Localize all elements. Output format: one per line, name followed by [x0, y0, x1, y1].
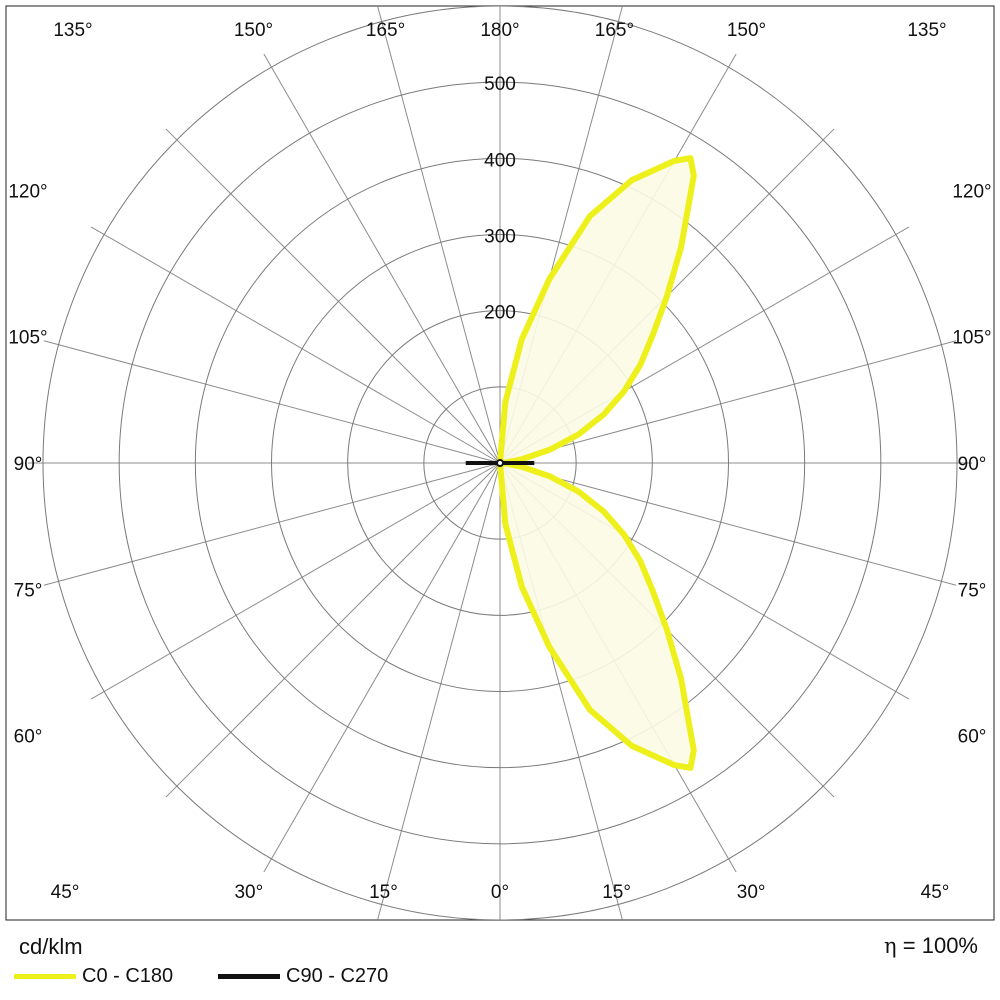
legend-swatch-c0-c180	[14, 973, 76, 979]
efficiency-symbol: η	[884, 934, 897, 958]
grid-circle	[118, 81, 882, 845]
angle-label: 135°	[53, 20, 92, 41]
legend-item-c90-c270: C90 - C270	[218, 963, 388, 989]
spoke-line	[90, 462, 501, 700]
angle-label: 90°	[14, 454, 43, 475]
angle-label: 75°	[958, 580, 987, 601]
legend-label-c90-c270: C90 - C270	[286, 964, 389, 987]
series-layer	[465, 155, 697, 771]
radial-tick-label: 500	[484, 74, 516, 95]
angle-label: 135°	[907, 20, 946, 41]
angle-label: 30°	[737, 882, 766, 903]
grid-circle	[194, 157, 806, 769]
center-marker	[496, 459, 504, 467]
angle-label: 30°	[234, 882, 263, 903]
legend-item-c0-c180: C0 - C180	[14, 963, 173, 989]
spoke-line	[165, 128, 501, 464]
angle-label: 120°	[8, 181, 47, 202]
angle-label: 105°	[952, 328, 991, 349]
radial-tick-label: 300	[484, 227, 516, 248]
spoke-line	[263, 53, 501, 464]
radial-tick-label: 200	[484, 303, 516, 324]
grid-circle	[347, 310, 653, 616]
spoke-line	[90, 226, 501, 464]
angle-label: 180°	[480, 20, 519, 41]
angle-label: 0°	[491, 882, 509, 903]
unit-label: cd/klm	[19, 934, 83, 959]
angle-label: 165°	[366, 20, 405, 41]
label-layer: 200 300 400 500 0° 15° 15° 30° 30° 45° 45° 60° 60° 75…	[8, 20, 991, 903]
spoke-line	[499, 340, 957, 464]
grid-circle	[423, 386, 577, 540]
efficiency-label: η = 100%	[884, 933, 978, 959]
angle-label: 60°	[14, 727, 43, 748]
grid-circle	[271, 234, 729, 692]
efficiency-value: = 100%	[902, 933, 978, 958]
angle-label: 15°	[602, 882, 631, 903]
legend-label-c0-c180: C0 - C180	[82, 964, 174, 987]
legend-swatch-c90-c270	[218, 973, 280, 979]
spoke-line	[377, 462, 501, 920]
radial-tick-label: 400	[484, 150, 516, 171]
grid-circle	[42, 6, 958, 920]
angle-label: 105°	[8, 328, 47, 349]
angle-label: 75°	[14, 580, 43, 601]
angle-label: 60°	[958, 727, 987, 748]
angle-label: 90°	[958, 454, 987, 475]
spoke-line	[377, 6, 501, 464]
angle-label: 165°	[595, 20, 634, 41]
spoke-line	[43, 462, 501, 586]
angle-label: 45°	[921, 882, 950, 903]
angle-label: 150°	[234, 20, 273, 41]
spoke-line	[43, 340, 501, 464]
angle-label: 45°	[51, 882, 80, 903]
spoke-line	[499, 462, 957, 586]
spoke-line	[165, 462, 501, 798]
spoke-line	[263, 462, 501, 873]
angle-label: 150°	[727, 20, 766, 41]
angle-label: 15°	[369, 882, 398, 903]
angle-label: 120°	[952, 181, 991, 202]
